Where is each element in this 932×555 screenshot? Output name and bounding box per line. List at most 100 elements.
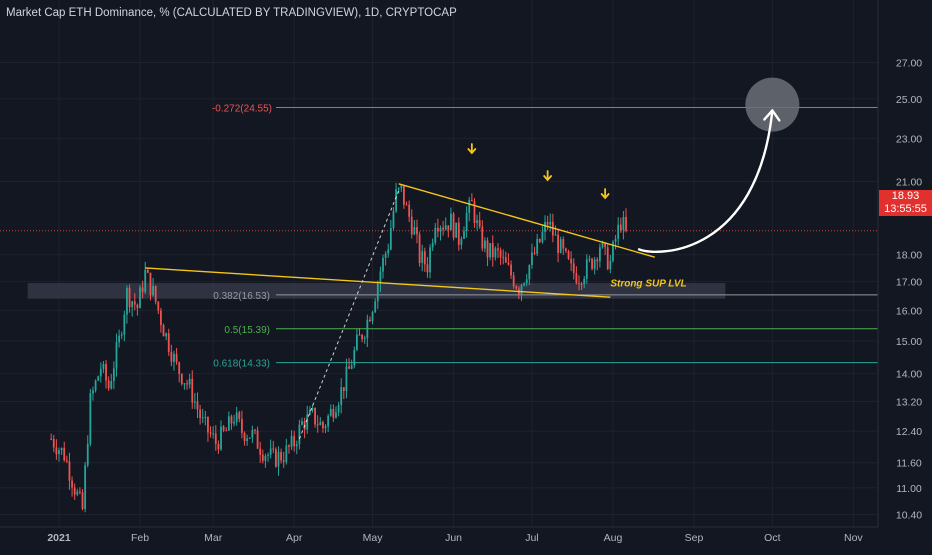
candle-body [622, 217, 625, 231]
candle-body [277, 451, 280, 467]
candle-body [84, 465, 87, 509]
candle-body [434, 227, 437, 243]
price-tick-label: 11.00 [896, 483, 922, 495]
candle-body [614, 238, 617, 242]
candle-body [256, 430, 259, 449]
candle-body [217, 443, 220, 450]
candle-body [144, 269, 147, 292]
candle-body [489, 243, 492, 258]
candle-body [606, 247, 609, 270]
candle-body [50, 438, 53, 440]
candle-body [507, 262, 510, 265]
candle-body [468, 199, 471, 213]
candle-body [384, 253, 387, 258]
candle-body [355, 334, 358, 350]
candle-body [353, 349, 356, 366]
candle-body [235, 412, 238, 422]
candle-body [588, 258, 591, 260]
candle-body [476, 220, 478, 223]
fib-level-label: 0.382(16.53) [213, 291, 270, 302]
down-arrow-marker [543, 170, 553, 182]
candle-body [617, 224, 620, 239]
bar-countdown: 13:55:55 [884, 203, 927, 215]
time-tick-label: 2021 [47, 532, 71, 544]
candle-body [131, 301, 134, 308]
candle-body [60, 448, 63, 451]
candle-body [491, 243, 494, 258]
fib-level-label: 0.5(15.39) [224, 325, 270, 336]
projection-arrow [637, 109, 774, 254]
candle-body [361, 334, 364, 340]
candle-body [136, 304, 139, 309]
candle-body [272, 448, 275, 450]
candle-body [520, 285, 523, 295]
candle-body [94, 380, 97, 391]
candle-body [233, 421, 235, 424]
candle-body [557, 234, 559, 253]
candle-body [570, 258, 573, 264]
candle-body [559, 239, 562, 253]
candle-body [97, 376, 100, 381]
candle-body [89, 393, 92, 445]
candle-body [397, 188, 400, 190]
candle-body [400, 185, 403, 189]
down-arrow-marker [467, 143, 477, 155]
price-axis-bg [878, 0, 932, 550]
candle-body [105, 364, 107, 381]
candle-body [170, 351, 173, 362]
candle-body [583, 278, 586, 285]
candle-body [366, 319, 369, 339]
candle-body [99, 368, 102, 377]
candle-body [92, 390, 94, 394]
candle-body [494, 248, 497, 258]
candle-body [470, 199, 473, 202]
candle-body [264, 455, 267, 461]
candle-body [457, 222, 460, 245]
candle-body [528, 264, 531, 280]
candle-body [112, 368, 115, 381]
candle-body [55, 447, 58, 455]
candle-body [196, 401, 199, 410]
price-tick-label: 16.00 [896, 305, 922, 317]
candle-body [423, 251, 426, 265]
candle-body [212, 433, 215, 435]
candle-body [118, 335, 120, 343]
time-tick-label: Oct [764, 532, 780, 544]
candle-body [421, 251, 424, 264]
time-tick-label: Sep [685, 532, 704, 544]
candle-body [549, 221, 552, 225]
candle-body [141, 287, 144, 292]
candle-body [107, 380, 110, 389]
down-arrow-marker [600, 188, 610, 200]
price-tick-label: 10.40 [896, 509, 922, 521]
candle-body [387, 249, 390, 254]
dashed-trendline [298, 190, 400, 440]
candle-body [371, 312, 374, 322]
price-tick-label: 25.00 [896, 94, 922, 106]
candle-body [220, 426, 222, 450]
candle-body [337, 405, 340, 413]
price-tick-label: 13.20 [896, 397, 922, 409]
time-tick-label: Aug [604, 532, 623, 544]
candle-body [280, 451, 283, 461]
candle-body [123, 314, 126, 335]
time-tick-label: Jul [525, 532, 538, 544]
candle-body [565, 248, 567, 252]
candle-body [604, 242, 607, 248]
candle-body [115, 342, 118, 369]
support-label: Strong SUP LVL [610, 279, 686, 290]
candle-body [126, 287, 128, 315]
candle-body [345, 366, 348, 392]
candle-body [392, 211, 395, 229]
candle-body [562, 239, 565, 249]
candle-body [322, 422, 324, 429]
candle-body [327, 415, 330, 427]
candle-body [609, 260, 612, 270]
candle-body [63, 448, 66, 461]
candle-body [188, 378, 191, 385]
candle-body [76, 491, 79, 495]
candle-body [598, 247, 601, 262]
candle-body [612, 241, 614, 261]
